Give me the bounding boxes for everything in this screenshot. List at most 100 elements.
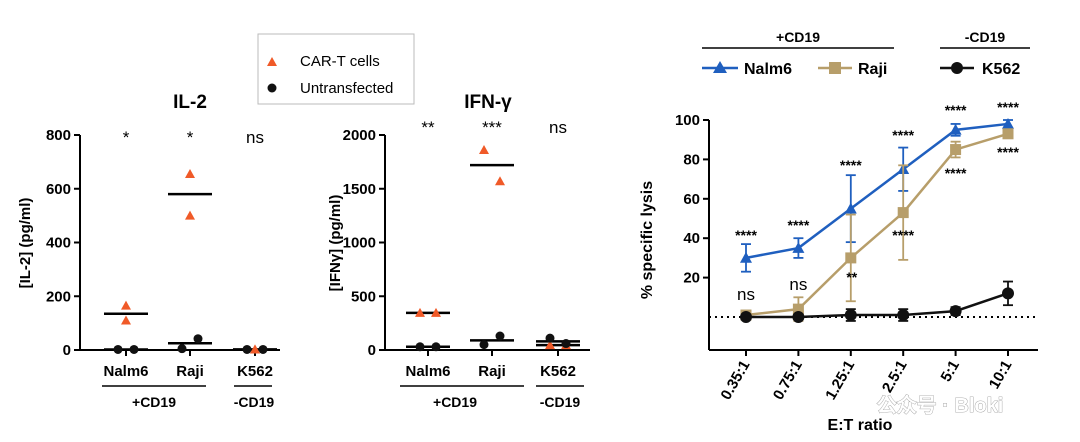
nalm6-point (740, 251, 752, 263)
y-tick-label: 1000 (343, 235, 376, 252)
raji-series-line (745, 132, 1009, 317)
significance-label: ** (421, 118, 435, 137)
nalm6-significance-label: **** (997, 99, 1019, 115)
y-axis-label: % specific lysis (639, 181, 656, 299)
legend-nalm6-marker (713, 61, 727, 73)
untransfected-point (545, 333, 555, 343)
chart-il2: IL-2 [IL-2] (pg/ml) 0 200 400 600 800 Nalm6 *… (17, 92, 280, 410)
y-tick-label: 600 (46, 181, 71, 198)
y-axis-label: [IL-2] (pg/ml) (17, 198, 34, 289)
nalm6-significance-label: **** (945, 102, 967, 118)
y-tick-label: 0 (368, 342, 376, 359)
car-t-point (415, 307, 425, 317)
raji-significance-label: ns (737, 285, 755, 304)
k562-series-line (746, 292, 1009, 319)
legend-raji-marker (829, 62, 841, 74)
raji-significance-label: **** (892, 227, 914, 243)
x-tick-label: 0.35:1 (717, 358, 753, 403)
car-t-point (185, 168, 195, 178)
legend-untransfected-label: Untransfected (300, 80, 393, 97)
y-tick-label: 40 (683, 230, 700, 247)
legend-car-t-marker (267, 57, 277, 66)
k562-point (949, 305, 962, 318)
untransfected-point (242, 344, 252, 354)
legend-lysis: Nalm6 Raji K562 (702, 61, 1020, 78)
x-tick-label: 0.75:1 (770, 358, 806, 403)
x-tick-label: Nalm6 (405, 363, 450, 380)
k562-point (792, 311, 805, 323)
nalm6-significance-label: **** (840, 157, 862, 173)
chart-title: IFN-γ (464, 92, 512, 113)
y-tick-label: 400 (46, 235, 71, 252)
group-label-minus-cd19: -CD19 (540, 394, 581, 410)
x-tick-label: K562 (540, 363, 576, 380)
y-tick-label: 0 (63, 342, 71, 359)
k562-point (740, 311, 752, 323)
nalm6-point (844, 202, 857, 214)
untransfected-point (431, 342, 441, 352)
raji-significance-label: ns (789, 275, 807, 294)
nalm6-point (1002, 117, 1014, 129)
group-label-minus-cd19: -CD19 (234, 394, 275, 410)
x-tick-label: 5:1 (937, 358, 963, 385)
raji-significance-label: ** (846, 269, 857, 285)
legend-untransfected-marker (267, 83, 277, 93)
raji-significance-label: **** (945, 165, 967, 181)
significance-label: ns (549, 118, 567, 137)
y-tick-label: 60 (683, 191, 700, 208)
significance-label: *** (482, 118, 502, 137)
car-t-point (545, 340, 555, 350)
k562-point (844, 309, 857, 322)
car-t-point (121, 300, 131, 310)
y-tick-label: 2000 (343, 127, 376, 144)
group-label-plus-cd19: +CD19 (132, 394, 176, 410)
x-tick-label: 1.25:1 (822, 358, 858, 403)
car-t-point (479, 145, 489, 155)
untransfected-point (177, 344, 187, 354)
y-tick-label: 1500 (343, 181, 376, 198)
y-tick-label: 800 (46, 127, 71, 144)
significance-label: ns (246, 128, 264, 147)
x-tick-label: Raji (478, 363, 506, 380)
x-tick-label: 10:1 (986, 358, 1016, 393)
raji-significance-label: **** (997, 144, 1019, 160)
raji-point (1002, 128, 1014, 140)
group-label-plus-cd19: +CD19 (776, 29, 820, 45)
x-tick-label: K562 (237, 363, 273, 380)
untransfected-point (561, 339, 571, 349)
car-t-point (185, 210, 195, 220)
chart-lysis: +CD19 -CD19 Nalm6 Raji K562 % specific l… (639, 29, 1038, 434)
k562-point (1002, 287, 1014, 300)
chart-ifng: IFN-γ [IFNγ] (pg/ml) 0 500 1000 1500 2000 Na… (327, 92, 590, 410)
legend-box (257, 33, 415, 105)
significance-label: * (123, 128, 130, 147)
car-t-point (121, 315, 131, 325)
legend-car-t-label: CAR-T cells (300, 53, 380, 70)
watermark-text: 公众号 · Bloki (877, 394, 1004, 417)
y-tick-label: 100 (675, 112, 700, 129)
legend-k562-label: K562 (982, 61, 1020, 78)
car-t-point (495, 176, 505, 186)
y-tick-label: 200 (46, 288, 71, 305)
x-tick-label: Raji (176, 363, 204, 380)
car-t-point (431, 307, 441, 317)
nalm6-series-line (745, 122, 1009, 260)
untransfected-point (415, 342, 425, 352)
untransfected-point (495, 331, 505, 341)
nalm6-point (792, 242, 805, 253)
x-tick-label: 2.5:1 (879, 358, 911, 396)
x-axis-label: E:T ratio (828, 417, 893, 434)
untransfected-point (193, 334, 203, 344)
chart-title: IL-2 (173, 92, 207, 113)
nalm6-point (949, 123, 962, 135)
nalm6-significance-label: **** (735, 227, 757, 243)
significance-label: * (187, 128, 194, 147)
legend-k562-marker (951, 62, 963, 74)
y-tick-label: 500 (351, 288, 376, 305)
raji-point (845, 252, 857, 264)
untransfected-point (479, 340, 489, 350)
legend-raji-label: Raji (858, 61, 887, 78)
y-tick-label: 20 (683, 270, 700, 287)
raji-point (950, 144, 962, 156)
